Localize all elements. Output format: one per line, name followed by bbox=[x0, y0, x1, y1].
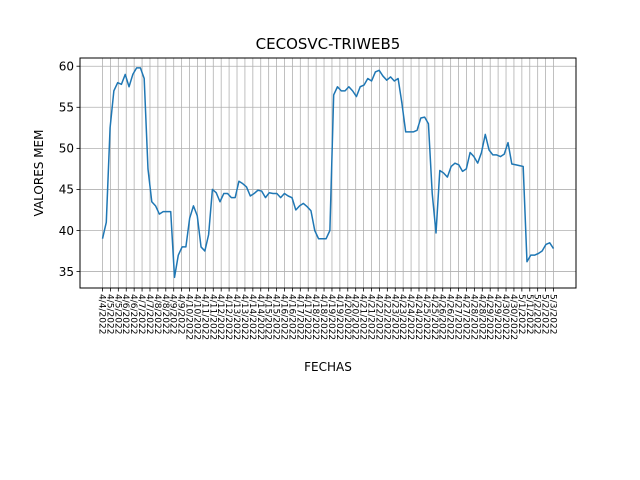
x-tick-label: 4/14/2022 bbox=[255, 294, 265, 340]
x-tick-label: 4/24/2022 bbox=[405, 294, 415, 340]
x-tick-label: 4/17/2022 bbox=[302, 294, 312, 340]
x-tick-label: 4/17/2022 bbox=[294, 294, 304, 340]
x-tick-label: 4/18/2022 bbox=[310, 294, 320, 340]
y-axis: 35 40 45 50 55 60 bbox=[59, 60, 80, 279]
x-tick-label: 4/10/2022 bbox=[191, 294, 201, 340]
x-axis: 4/4/20224/5/20224/5/20224/6/20224/6/2022… bbox=[97, 288, 558, 340]
x-tick-label: 4/20/2022 bbox=[342, 294, 352, 340]
grid-lines bbox=[80, 58, 576, 288]
x-tick-label: 5/2/2022 bbox=[540, 294, 550, 334]
x-tick-label: 4/25/2022 bbox=[429, 294, 439, 340]
x-tick-label: 4/20/2022 bbox=[350, 294, 360, 340]
x-tick-label: 4/30/2022 bbox=[508, 294, 518, 340]
x-tick-label: 4/9/2022 bbox=[168, 294, 178, 334]
x-tick-label: 4/19/2022 bbox=[334, 294, 344, 340]
y-tick-label: 55 bbox=[59, 101, 74, 115]
x-tick-label: 4/24/2022 bbox=[413, 294, 423, 340]
x-tick-label: 4/10/2022 bbox=[184, 294, 194, 340]
x-tick-label: 5/1/2022 bbox=[516, 294, 526, 334]
series-line bbox=[101, 67, 555, 279]
y-tick-label: 35 bbox=[59, 265, 74, 279]
x-tick-label: 4/11/2022 bbox=[207, 294, 217, 340]
x-tick-label: 4/11/2022 bbox=[199, 294, 209, 340]
y-tick-label: 50 bbox=[59, 142, 74, 156]
x-tick-label: 5/1/2022 bbox=[524, 294, 534, 334]
x-tick-label: 4/8/2022 bbox=[160, 294, 170, 334]
x-tick-label: 5/3/2022 bbox=[548, 294, 558, 334]
x-tick-label: 4/14/2022 bbox=[247, 294, 257, 340]
x-tick-label: 4/6/2022 bbox=[128, 294, 138, 334]
x-tick-label: 4/7/2022 bbox=[136, 294, 146, 334]
x-tick-label: 4/23/2022 bbox=[397, 294, 407, 340]
x-tick-label: 4/26/2022 bbox=[445, 294, 455, 340]
y-tick-label: 45 bbox=[59, 183, 74, 197]
x-tick-label: 4/25/2022 bbox=[421, 294, 431, 340]
x-tick-label: 4/16/2022 bbox=[278, 294, 288, 340]
x-tick-label: 4/29/2022 bbox=[492, 294, 502, 340]
x-tick-label: 4/21/2022 bbox=[358, 294, 368, 340]
x-axis-label: FECHAS bbox=[304, 360, 352, 374]
x-tick-label: 4/13/2022 bbox=[231, 294, 241, 340]
x-tick-label: 4/15/2022 bbox=[271, 294, 281, 340]
x-tick-label: 4/28/2022 bbox=[476, 294, 486, 340]
x-tick-label: 4/27/2022 bbox=[453, 294, 463, 340]
x-tick-label: 4/29/2022 bbox=[484, 294, 494, 340]
x-tick-label: 4/26/2022 bbox=[437, 294, 447, 340]
x-tick-label: 4/18/2022 bbox=[318, 294, 328, 340]
x-tick-label: 4/23/2022 bbox=[389, 294, 399, 340]
x-tick-label: 4/16/2022 bbox=[286, 294, 296, 340]
x-tick-label: 4/30/2022 bbox=[500, 294, 510, 340]
x-tick-label: 4/12/2022 bbox=[215, 294, 225, 340]
y-tick-label: 40 bbox=[59, 224, 74, 238]
x-tick-label: 5/2/2022 bbox=[532, 294, 542, 334]
chart-title: CECOSVC-TRIWEB5 bbox=[256, 35, 401, 53]
x-tick-label: 4/4/2022 bbox=[97, 294, 107, 334]
x-tick-label: 4/13/2022 bbox=[239, 294, 249, 340]
x-tick-label: 4/19/2022 bbox=[326, 294, 336, 340]
x-tick-label: 4/27/2022 bbox=[460, 294, 470, 340]
x-tick-label: 4/15/2022 bbox=[263, 294, 273, 340]
x-tick-label: 4/12/2022 bbox=[223, 294, 233, 340]
x-tick-label: 4/5/2022 bbox=[104, 294, 114, 334]
x-tick-label: 4/28/2022 bbox=[468, 294, 478, 340]
y-axis-label: VALORES MEM bbox=[32, 130, 46, 217]
series-group bbox=[101, 67, 555, 279]
x-tick-label: 4/22/2022 bbox=[381, 294, 391, 340]
x-tick-label: 4/5/2022 bbox=[112, 294, 122, 334]
x-tick-label: 4/21/2022 bbox=[366, 294, 376, 340]
x-tick-label: 4/22/2022 bbox=[373, 294, 383, 340]
plot-frame bbox=[79, 57, 577, 289]
x-tick-label: 4/6/2022 bbox=[120, 294, 130, 334]
y-tick-label: 60 bbox=[59, 60, 74, 74]
x-tick-label: 4/7/2022 bbox=[144, 294, 154, 334]
x-tick-label: 4/8/2022 bbox=[152, 294, 162, 334]
x-tick-label: 4/9/2022 bbox=[176, 294, 186, 334]
